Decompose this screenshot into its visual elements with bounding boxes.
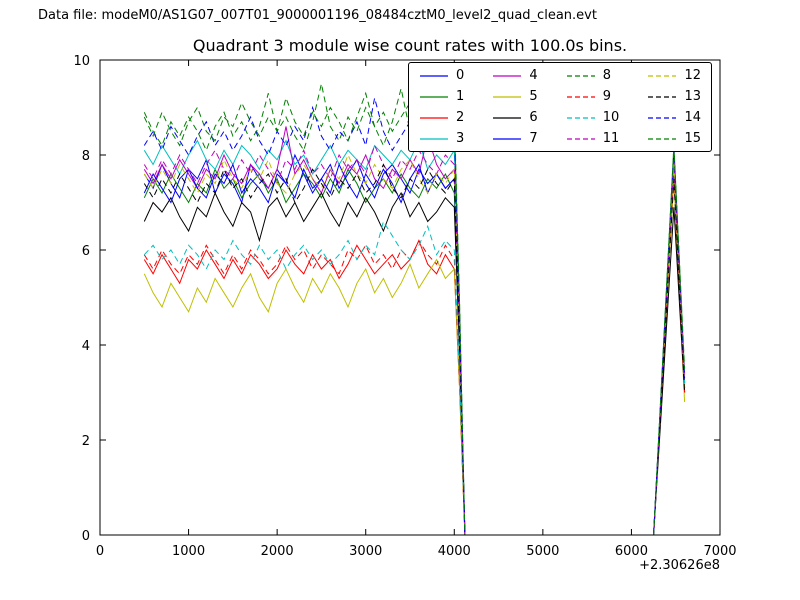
series-line-9: [143, 169, 686, 536]
series-line-4: [143, 126, 686, 536]
legend-line-sample-icon: [493, 95, 522, 98]
legend-label: 13: [684, 89, 701, 104]
legend-label: 6: [529, 110, 538, 125]
legend-entry-7: 7: [492, 128, 538, 149]
legend-label: 0: [456, 68, 465, 83]
x-tick-label: 0: [96, 544, 104, 559]
legend-entry-12: 12: [647, 65, 701, 86]
series-line-12: [143, 153, 686, 536]
legend-label: 4: [529, 68, 538, 83]
legend-line-sample-icon: [566, 95, 595, 98]
y-tick-label: 2: [82, 434, 90, 449]
legend-line-sample-icon: [420, 116, 448, 119]
legend-line-sample-icon: [566, 116, 595, 119]
x-tick-label: 7000: [703, 544, 736, 559]
y-tick-label: 0: [82, 529, 90, 544]
legend-label: 9: [602, 89, 612, 104]
series-line-0: [143, 153, 686, 536]
legend-label: 3: [456, 131, 465, 146]
series-line-5: [143, 178, 686, 536]
legend-entry-8: 8: [566, 65, 620, 86]
legend-line-sample-icon: [648, 137, 677, 140]
legend-label: 2: [456, 110, 465, 125]
legend-label: 12: [684, 68, 701, 83]
datafile-header: Data file: modeM0/AS1G07_007T01_90000011…: [38, 8, 597, 23]
series-line-1: [143, 168, 686, 536]
legend-entry-13: 13: [647, 86, 701, 107]
x-tick-label: 2000: [261, 544, 294, 559]
legend-entry-15: 15: [647, 128, 701, 149]
y-tick-label: 4: [82, 339, 90, 354]
legend-label: 10: [602, 110, 620, 125]
y-tick-label: 6: [82, 244, 90, 259]
x-tick-label: 1000: [172, 544, 205, 559]
legend-line-sample-icon: [648, 95, 677, 98]
legend-line-sample-icon: [648, 74, 677, 77]
legend-entry-11: 11: [566, 128, 620, 149]
legend-entry-5: 5: [492, 86, 538, 107]
series-line-7: [143, 163, 686, 536]
legend-entry-6: 6: [492, 107, 538, 128]
legend-label: 14: [684, 110, 701, 125]
x-tick-label: 3000: [349, 544, 382, 559]
legend-label: 1: [456, 89, 465, 104]
x-tick-label: 4000: [438, 544, 471, 559]
legend-entry-10: 10: [566, 107, 620, 128]
legend-entry-14: 14: [647, 107, 701, 128]
legend-entry-3: 3: [419, 128, 464, 149]
legend-entry-9: 9: [566, 86, 620, 107]
y-tick-label: 10: [73, 54, 90, 69]
legend-line-sample-icon: [566, 137, 595, 140]
legend-entry-2: 2: [419, 107, 464, 128]
x-tick-label: 6000: [615, 544, 648, 559]
legend-line-sample-icon: [420, 95, 448, 98]
x-axis-offset-label: +2.30626e8: [639, 558, 720, 573]
legend-entry-1: 1: [419, 86, 464, 107]
legend-line-sample-icon: [566, 74, 595, 77]
series-line-3: [143, 139, 686, 536]
legend: 0 1 2 3 4 5 6 7 8 9 10 11 12 13 14 15: [408, 62, 712, 152]
legend-label: 7: [529, 131, 538, 146]
series-line-2: [143, 173, 686, 536]
legend-label: 15: [684, 131, 701, 146]
series-line-15: [143, 78, 686, 536]
series-line-10: [143, 159, 686, 536]
series-line-6: [143, 191, 686, 536]
legend-line-sample-icon: [493, 116, 522, 119]
legend-line-sample-icon: [493, 74, 522, 77]
legend-entry-0: 0: [419, 65, 464, 86]
legend-line-sample-icon: [493, 137, 522, 140]
y-tick-label: 8: [82, 149, 90, 164]
axes-frame: [99, 59, 721, 536]
series-line-13: [143, 163, 686, 536]
legend-label: 5: [529, 89, 538, 104]
legend-label: 8: [602, 68, 612, 83]
legend-line-sample-icon: [420, 74, 448, 77]
series-line-14: [143, 88, 686, 536]
series-line-11: [143, 144, 686, 536]
legend-label: 11: [602, 131, 620, 146]
chart-title: Quadrant 3 module wise count rates with …: [192, 36, 628, 55]
legend-entry-4: 4: [492, 65, 538, 86]
legend-line-sample-icon: [420, 137, 448, 140]
legend-line-sample-icon: [648, 116, 677, 119]
x-tick-label: 5000: [526, 544, 559, 559]
